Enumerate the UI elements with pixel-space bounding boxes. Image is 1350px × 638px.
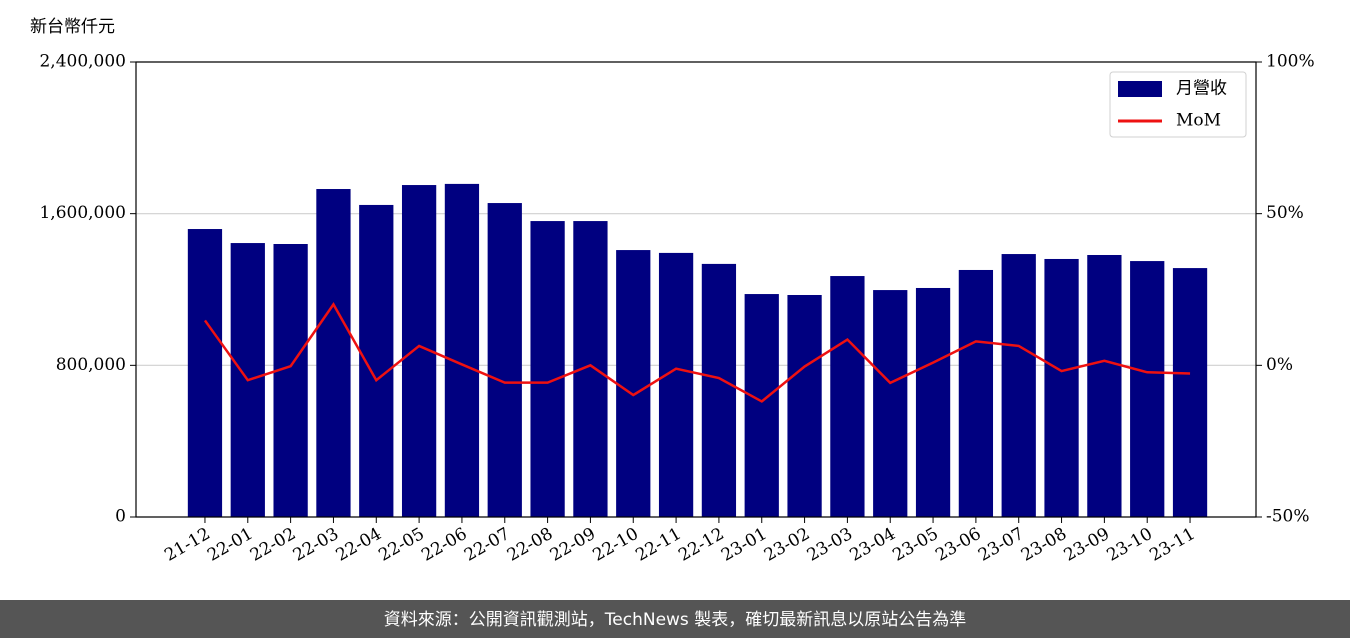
bar — [616, 250, 651, 518]
x-tick-label: 23-11 — [1146, 524, 1198, 566]
legend-label: 月營收 — [1176, 79, 1227, 99]
x-tick-label: 22-02 — [247, 524, 299, 566]
bar — [1087, 254, 1122, 517]
x-tick-label: 22-09 — [547, 524, 599, 566]
x-tick-label: 23-09 — [1061, 524, 1113, 566]
y-axis-label: 新台幣仟元 — [30, 17, 115, 37]
x-tick-label: 22-06 — [418, 524, 470, 566]
x-tick-label: 23-02 — [761, 524, 813, 566]
bar — [873, 290, 908, 517]
bar — [787, 294, 822, 517]
bar — [1044, 258, 1079, 517]
x-tick-label: 22-01 — [204, 524, 256, 566]
bar — [658, 252, 694, 518]
legend-label: MoM — [1176, 111, 1221, 131]
x-tick-label: 23-10 — [1104, 524, 1156, 566]
y2-tick-label: -50% — [1266, 507, 1310, 527]
bar — [701, 263, 737, 517]
x-tick-label: 22-12 — [675, 524, 727, 566]
y2-tick-label: 0% — [1266, 355, 1293, 375]
x-tick-label: 22-10 — [590, 524, 642, 566]
bar — [187, 229, 223, 517]
bar — [1130, 261, 1165, 517]
bar — [915, 287, 951, 517]
y-tick-label: 800,000 — [56, 355, 126, 375]
x-tick-label: 22-04 — [333, 524, 385, 566]
x-tick-label: 23-06 — [932, 524, 984, 566]
y-tick-label: 2,400,000 — [39, 52, 126, 72]
x-tick-label: 23-08 — [1018, 524, 1070, 566]
y2-tick-label: 50% — [1266, 203, 1304, 223]
legend-swatch — [1118, 81, 1162, 97]
mom-line — [203, 302, 1191, 403]
bar — [273, 244, 308, 517]
y-tick-label: 0 — [115, 507, 126, 527]
bar — [316, 189, 351, 518]
footer-bar — [0, 600, 1350, 638]
y2-tick-label: 100% — [1266, 52, 1315, 72]
x-tick-label: 23-03 — [804, 524, 856, 566]
bar — [444, 183, 480, 517]
bar — [1001, 254, 1036, 517]
x-tick-label: 23-05 — [889, 524, 941, 566]
x-tick-label: 22-07 — [461, 524, 513, 566]
bar — [487, 203, 522, 518]
x-tick-label: 22-11 — [632, 524, 684, 566]
x-tick-label: 21-12 — [161, 524, 213, 566]
bar — [530, 221, 565, 517]
x-tick-label: 22-03 — [290, 524, 342, 566]
x-tick-label: 22-08 — [504, 524, 556, 566]
x-tick-label: 23-07 — [975, 524, 1027, 566]
bar — [1172, 268, 1208, 517]
bar — [958, 269, 994, 517]
x-tick-label: 23-04 — [847, 524, 899, 566]
x-tick-label: 22-05 — [375, 524, 427, 566]
plot-frame — [135, 61, 1257, 518]
y-tick-label: 1,600,000 — [39, 203, 126, 223]
bar — [830, 276, 865, 517]
footer-text: 資料來源：公開資訊觀測站，TechNews 製表，確切最新訊息以原站公告為準 — [384, 610, 966, 630]
x-tick-label: 23-01 — [718, 524, 770, 566]
bar — [744, 294, 779, 517]
